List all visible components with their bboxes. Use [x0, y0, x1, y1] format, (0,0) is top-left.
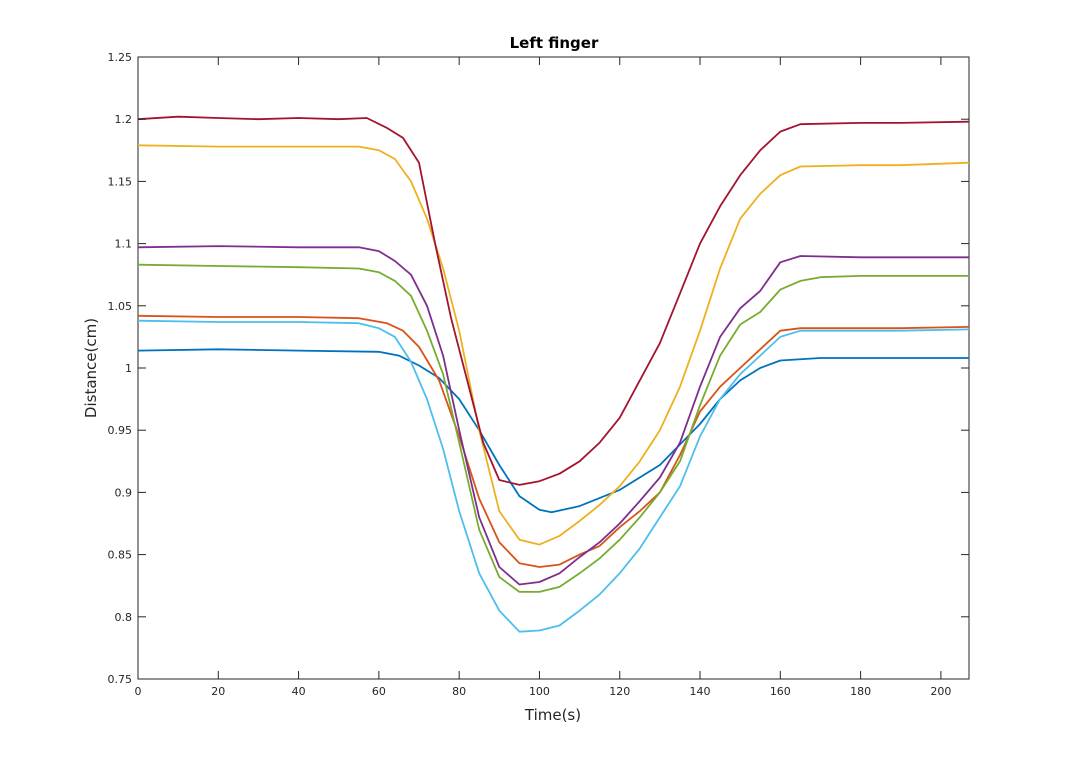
plot-area: [137, 56, 970, 680]
y-tick-label: 1: [125, 362, 132, 375]
x-tick-label: 180: [850, 685, 871, 698]
x-tick-label: 200: [930, 685, 951, 698]
y-tick-label: 1.25: [108, 51, 133, 64]
chart-title: Left finger: [510, 34, 599, 52]
x-axis-label: Time(s): [524, 706, 581, 724]
x-tick-label: 140: [690, 685, 711, 698]
series-line-2: [137, 314, 970, 568]
tick-layer: 0 20 40 60 80 100 120 140 160 180 200 0.75 0.8 0.85 0.…: [108, 51, 969, 698]
y-tick-label: 1.15: [108, 175, 133, 188]
y-tick-label: 1.2: [115, 113, 133, 126]
y-tick-label: 0.8: [115, 611, 133, 624]
x-tick-label: 20: [211, 685, 225, 698]
series-layer: [137, 115, 970, 633]
series-line-4: [137, 245, 969, 586]
series-line-1: [137, 348, 969, 514]
y-tick-label: 1.1: [115, 238, 133, 251]
y-tick-label: 0.75: [108, 673, 133, 686]
y-tick-label: 0.85: [108, 549, 133, 562]
x-tick-label: 60: [372, 685, 386, 698]
x-tick-label: 0: [135, 685, 142, 698]
series-line-3: [137, 144, 970, 546]
series-line-7: [137, 115, 970, 486]
y-tick-label: 0.95: [108, 424, 133, 437]
series-line-5: [137, 263, 969, 593]
x-tick-label: 40: [292, 685, 306, 698]
y-tick-label: 1.05: [108, 300, 133, 313]
x-tick-label: 160: [770, 685, 791, 698]
y-axis-label: Distance(cm): [82, 318, 100, 418]
x-tick-label: 120: [609, 685, 630, 698]
y-tick-label: 0.9: [115, 486, 133, 499]
x-tick-label: 100: [529, 685, 550, 698]
x-tick-label: 80: [452, 685, 466, 698]
series-line-6: [137, 319, 970, 633]
